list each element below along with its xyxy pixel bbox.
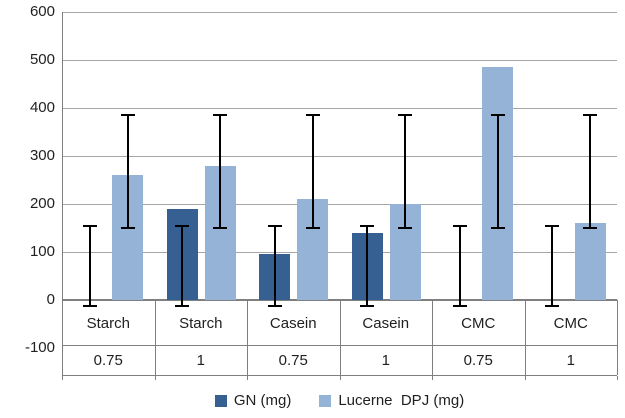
category-table-bottom-border (62, 375, 617, 376)
error-bar-line (126, 115, 129, 228)
error-bar-bottom-cap (490, 227, 505, 229)
error-bar-top-cap (398, 114, 412, 117)
x-axis-tick (617, 376, 618, 380)
dose-label: 1 (196, 351, 205, 369)
error-bar-line (311, 115, 314, 228)
gridline (62, 11, 617, 13)
gridline (62, 59, 617, 61)
error-bar-line (181, 225, 183, 306)
gn-series-swatch (214, 394, 227, 407)
category-table-column-divider (154, 300, 156, 375)
error-bar-bottom-cap (545, 304, 559, 307)
error-bar-top-cap (583, 114, 597, 117)
category-label: Casein (269, 315, 317, 332)
category-table-column-divider (62, 300, 63, 375)
x-axis-tick (524, 376, 526, 380)
error-bar-bottom-cap (398, 227, 412, 229)
error-bar-top-cap (360, 224, 374, 227)
y-axis-tick-label: 300 (29, 147, 55, 164)
y-axis-tick-label: 600 (29, 3, 55, 20)
category-label: Starch (179, 315, 223, 332)
y-axis-line (62, 12, 63, 375)
y-axis-tick-label: 100 (29, 243, 55, 260)
x-axis-tick (247, 376, 248, 380)
gridline (62, 155, 617, 157)
category-table-column-divider (432, 300, 433, 375)
dose-label: 1 (566, 351, 575, 369)
error-bar-line (273, 225, 276, 306)
error-bar-top-cap (213, 114, 227, 117)
category-table-column-divider (524, 300, 526, 375)
error-bar-top-cap (267, 224, 282, 227)
error-bar-bottom-cap (583, 227, 597, 229)
lucerne-bar (574, 223, 606, 300)
y-axis-tick-label: 400 (29, 99, 55, 116)
error-bar-bottom-cap (452, 304, 467, 307)
error-bar-line (458, 225, 461, 306)
error-bar-top-cap (452, 224, 467, 227)
error-bar-top-cap (82, 224, 97, 227)
x-axis-tick (154, 376, 156, 380)
error-bar-top-cap (175, 224, 189, 227)
y-axis-tick-label: -100 (24, 339, 55, 356)
category-label: CMC (553, 315, 588, 332)
error-bar-line (551, 225, 553, 306)
error-bar-top-cap (545, 224, 559, 227)
y-axis-tick-label: 500 (29, 51, 55, 68)
category-table-column-divider (247, 300, 248, 375)
error-bar-bottom-cap (82, 304, 97, 307)
error-bar-line (589, 115, 591, 228)
dose-label: 0.75 (93, 351, 123, 369)
error-bar-line (219, 115, 221, 228)
x-axis-tick (339, 376, 341, 380)
legend-item-gn: GN (mg) (214, 392, 292, 409)
error-bar-line (496, 115, 499, 228)
error-bar-line (88, 225, 91, 306)
dose-label: 1 (381, 351, 390, 369)
gridline (62, 107, 617, 109)
legend: GN (mg) Lucerne DPJ (mg) (62, 392, 617, 409)
category-table-column-divider (339, 300, 341, 375)
lucerne-series-swatch (319, 394, 332, 407)
error-bar-top-cap (120, 114, 135, 117)
category-label: Starch (86, 315, 130, 332)
error-bar-bottom-cap (360, 304, 374, 307)
error-bar-bottom-cap (267, 304, 282, 307)
y-axis-tick-label: 200 (29, 195, 55, 212)
error-bar-top-cap (305, 114, 320, 117)
lucerne-series-label: Lucerne DPJ (mg) (338, 392, 465, 409)
gn-series-label: GN (mg) (233, 392, 292, 409)
gridline (62, 203, 617, 205)
category-table-column-divider (617, 300, 618, 375)
error-bar-line (366, 225, 368, 306)
legend-item-lucerne: Lucerne DPJ (mg) (319, 392, 464, 409)
category-label: CMC (461, 315, 496, 332)
dose-label: 0.75 (278, 351, 308, 369)
error-bar-bottom-cap (213, 227, 227, 229)
dose-label: 0.75 (463, 351, 493, 369)
error-bar-line (404, 115, 406, 228)
x-axis-tick (62, 376, 63, 380)
y-axis-tick-label: 0 (46, 291, 55, 308)
error-bar-bottom-cap (175, 304, 189, 307)
error-bar-bottom-cap (305, 227, 320, 229)
category-label: Casein (362, 315, 410, 332)
error-bar-bottom-cap (120, 227, 135, 229)
x-axis-tick (432, 376, 433, 380)
error-bar-top-cap (490, 114, 505, 117)
gridline (62, 251, 617, 253)
